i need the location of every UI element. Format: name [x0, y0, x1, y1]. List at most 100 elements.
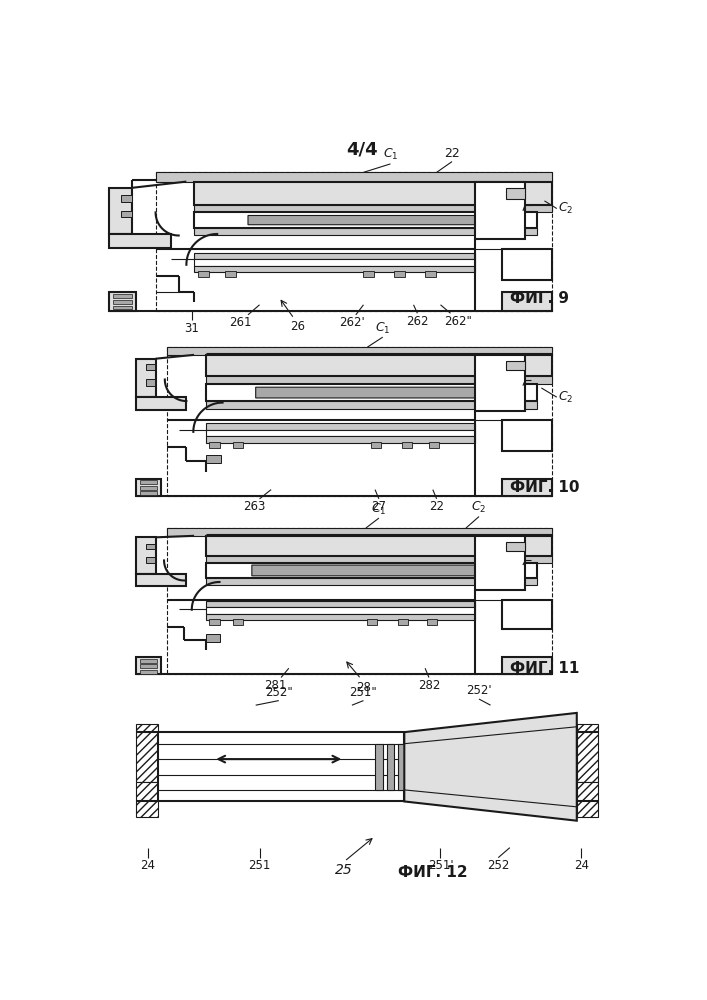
Bar — [395, 271, 405, 277]
Bar — [194, 266, 475, 272]
Text: 282: 282 — [418, 679, 440, 692]
Text: 27: 27 — [371, 500, 387, 513]
Bar — [206, 614, 475, 620]
Bar — [206, 634, 219, 642]
Bar — [506, 361, 525, 370]
Text: 24: 24 — [141, 859, 156, 872]
Bar — [206, 401, 537, 409]
Text: 22: 22 — [429, 500, 444, 513]
Bar — [209, 619, 219, 625]
Bar — [121, 211, 132, 217]
Text: 24: 24 — [574, 859, 589, 872]
Bar — [156, 172, 552, 182]
Bar — [206, 355, 552, 376]
Bar — [475, 182, 525, 239]
Text: 252': 252' — [466, 684, 492, 698]
Bar — [502, 657, 552, 674]
Text: 31: 31 — [185, 322, 199, 335]
Bar — [140, 480, 157, 484]
Bar — [194, 253, 475, 259]
Bar — [502, 420, 552, 451]
Bar — [167, 528, 552, 536]
Bar — [140, 491, 157, 495]
Bar — [371, 442, 381, 448]
Text: ФИГ. 11: ФИГ. 11 — [510, 661, 579, 676]
Bar — [577, 782, 598, 817]
Bar — [429, 442, 439, 448]
Bar — [206, 536, 552, 556]
Bar — [136, 782, 158, 817]
Bar — [110, 234, 171, 248]
Text: $C_2$: $C_2$ — [559, 201, 573, 216]
Bar — [206, 578, 537, 585]
Bar — [113, 306, 132, 309]
Bar — [502, 600, 552, 629]
Text: 262': 262' — [339, 316, 365, 329]
Polygon shape — [404, 713, 577, 821]
Bar — [198, 271, 209, 277]
Bar — [398, 619, 408, 625]
Text: $C_2$: $C_2$ — [559, 390, 573, 405]
Bar — [113, 300, 132, 304]
Bar — [110, 188, 132, 234]
Text: 4/4: 4/4 — [346, 140, 378, 158]
Bar — [206, 556, 552, 563]
Bar — [136, 479, 161, 496]
Bar — [140, 659, 157, 663]
Bar — [206, 376, 552, 384]
Bar — [506, 542, 525, 551]
Bar — [146, 557, 155, 563]
Bar — [136, 574, 187, 586]
Bar — [110, 292, 136, 311]
Bar — [398, 744, 406, 790]
Text: $C_1$: $C_1$ — [382, 147, 398, 162]
Bar — [158, 732, 404, 801]
Text: 25: 25 — [335, 863, 353, 877]
Bar — [225, 271, 235, 277]
Bar — [502, 479, 552, 496]
Bar — [194, 182, 552, 205]
Text: ФИГ. 9: ФИГ. 9 — [510, 291, 569, 306]
Text: 251: 251 — [248, 859, 271, 872]
Bar — [475, 536, 525, 590]
Bar — [136, 724, 158, 782]
Bar — [136, 359, 156, 397]
Bar — [206, 384, 537, 401]
Bar — [502, 292, 552, 311]
Bar — [206, 430, 475, 436]
Text: 22: 22 — [444, 147, 460, 160]
Bar — [146, 379, 155, 386]
Bar — [363, 271, 374, 277]
Bar — [506, 188, 525, 199]
Text: 262: 262 — [406, 315, 428, 328]
Text: 263: 263 — [243, 500, 265, 513]
Text: 252": 252" — [265, 686, 293, 699]
Bar — [146, 364, 155, 370]
Bar — [194, 228, 537, 235]
Bar — [206, 455, 221, 463]
Bar — [502, 249, 552, 280]
Bar — [140, 664, 157, 668]
Bar — [402, 442, 412, 448]
Bar — [113, 294, 132, 298]
Bar — [577, 724, 598, 782]
Bar — [136, 657, 161, 674]
Bar — [425, 271, 436, 277]
Bar — [233, 442, 243, 448]
Text: $C_1$: $C_1$ — [371, 501, 387, 517]
Text: $C_1$: $C_1$ — [375, 320, 390, 336]
Bar — [428, 619, 438, 625]
Bar — [206, 607, 475, 614]
Bar — [140, 486, 157, 490]
Text: ФИГ. 12: ФИГ. 12 — [398, 865, 468, 880]
Bar — [206, 423, 475, 430]
Bar — [233, 619, 243, 625]
Bar — [146, 544, 155, 549]
Bar — [209, 442, 219, 448]
Text: 261: 261 — [229, 316, 252, 329]
Bar — [206, 601, 475, 607]
Bar — [194, 205, 552, 212]
Text: 28: 28 — [356, 681, 371, 694]
Bar — [206, 563, 537, 578]
Bar — [167, 347, 552, 355]
